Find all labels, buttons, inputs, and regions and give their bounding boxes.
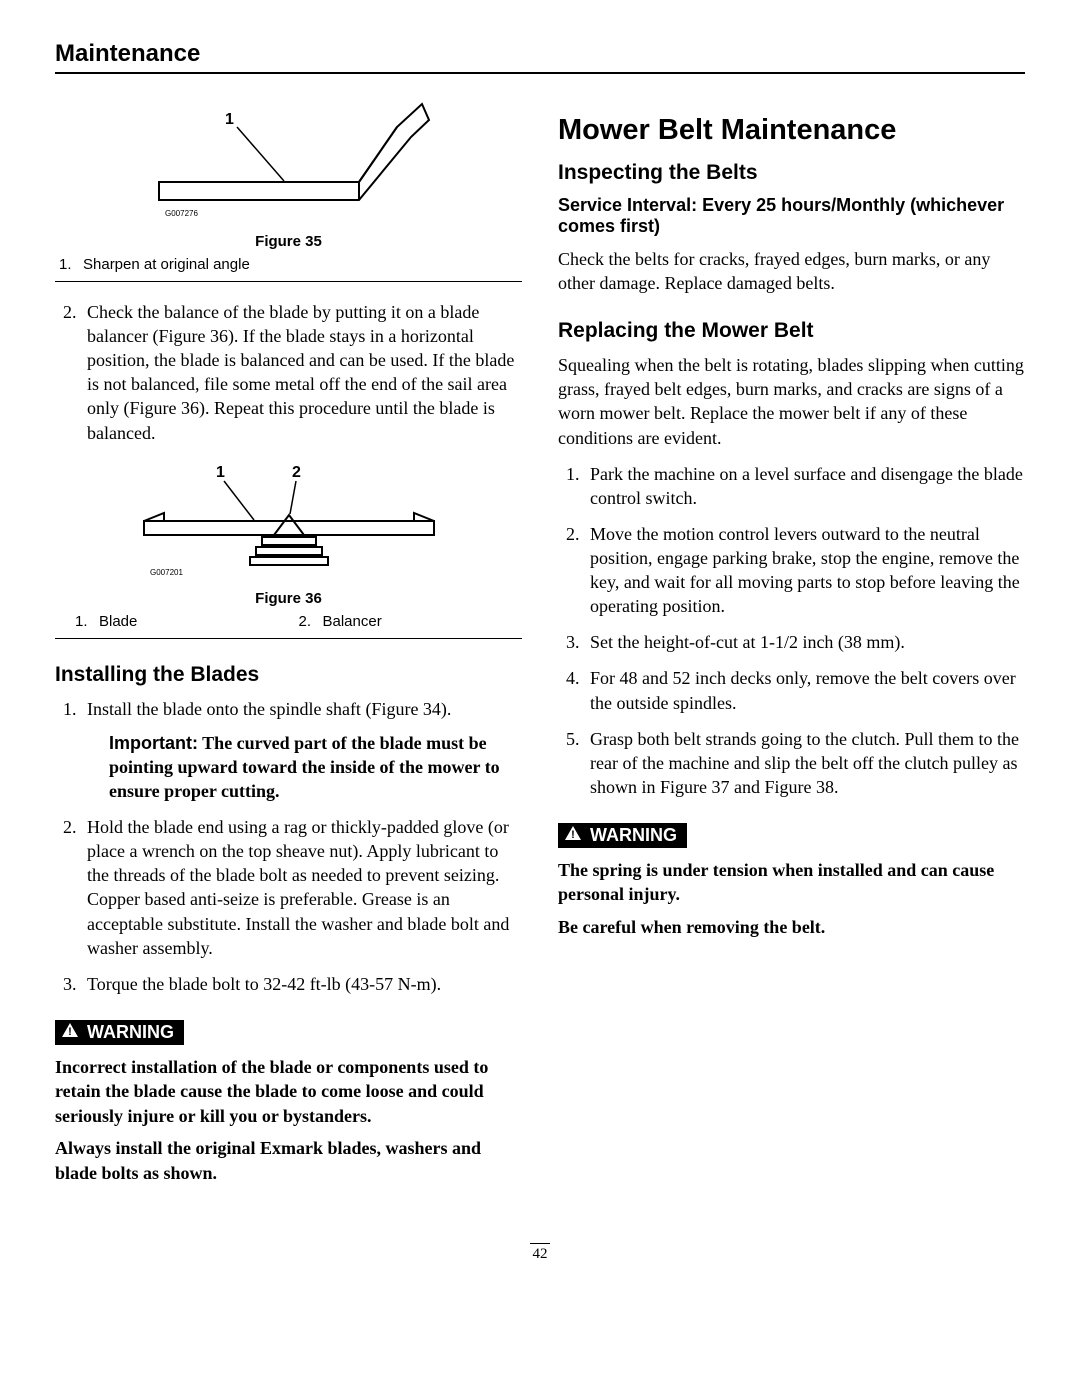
- step-item: Install the blade onto the spindle shaft…: [81, 697, 522, 803]
- replace-belt-steps: Park the machine on a level surface and …: [558, 462, 1025, 799]
- warning-text-2: Always install the original Exmark blade…: [55, 1136, 522, 1185]
- warning-label: WARNING: [590, 825, 677, 846]
- replace-intro: Squealing when the belt is rotating, bla…: [558, 353, 1025, 449]
- left-column: 1 G007276 Figure 35 1. Sharpen at origin…: [55, 92, 522, 1193]
- figure-35-caption: Figure 35: [55, 233, 522, 250]
- step-item: Grasp both belt strands going to the clu…: [584, 727, 1025, 799]
- step-item: Check the balance of the blade by puttin…: [81, 300, 522, 445]
- step-item: For 48 and 52 inch decks only, remove th…: [584, 666, 1025, 714]
- figure-36-caption: Figure 36: [55, 590, 522, 607]
- warning-text-1: The spring is under tension when install…: [558, 858, 1025, 907]
- mower-belt-maintenance-heading: Mower Belt Maintenance: [558, 114, 1025, 147]
- step-item: Park the machine on a level surface and …: [584, 462, 1025, 510]
- legend-label: Sharpen at original angle: [83, 256, 250, 273]
- figure-36-legend: 1. Blade 2. Balancer: [75, 613, 522, 630]
- warning-triangle-icon: !: [61, 1022, 79, 1043]
- installing-blades-steps: Install the blade onto the spindle shaft…: [55, 697, 522, 996]
- figure-36-svg: 1 2 G007201: [124, 459, 454, 579]
- divider: [55, 281, 522, 282]
- svg-text:!: !: [571, 829, 575, 841]
- legend-label: Blade: [99, 613, 137, 630]
- figure-35: 1 G007276 Figure 35: [55, 92, 522, 250]
- legend-number: 2.: [299, 613, 313, 630]
- warning-triangle-icon: !: [564, 825, 582, 846]
- figure-35-id: G007276: [165, 209, 198, 218]
- replacing-mower-belt-heading: Replacing the Mower Belt: [558, 319, 1025, 343]
- step-item: Move the motion control levers outward t…: [584, 522, 1025, 618]
- blade-balance-steps: Check the balance of the blade by puttin…: [55, 300, 522, 445]
- figure-35-legend: 1. Sharpen at original angle: [59, 256, 522, 273]
- inspect-body: Check the belts for cracks, frayed edges…: [558, 247, 1025, 295]
- step-item: Set the height-of-cut at 1-1/2 inch (38 …: [584, 630, 1025, 654]
- figure-35-callout-1: 1: [225, 111, 234, 128]
- legend-number: 1.: [75, 613, 89, 630]
- svg-text:!: !: [68, 1026, 72, 1038]
- important-label: Important:: [109, 733, 198, 753]
- page-header: Maintenance: [55, 40, 1025, 74]
- inspecting-belts-heading: Inspecting the Belts: [558, 161, 1025, 185]
- legend-label: Balancer: [323, 613, 382, 630]
- service-interval: Service Interval: Every 25 hours/Monthly…: [558, 195, 1025, 237]
- warning-text-1: Incorrect installation of the blade or c…: [55, 1055, 522, 1128]
- figure-36: 1 2 G007201 Figure 36: [55, 459, 522, 607]
- right-column: Mower Belt Maintenance Inspecting the Be…: [558, 92, 1025, 1193]
- divider: [55, 638, 522, 639]
- important-block: Important: The curved part of the blade …: [109, 731, 522, 803]
- figure-36-id: G007201: [150, 568, 183, 577]
- step-text: Install the blade onto the spindle shaft…: [87, 699, 451, 719]
- installing-blades-heading: Installing the Blades: [55, 663, 522, 687]
- page-number: 42: [530, 1243, 550, 1263]
- figure-35-svg: 1 G007276: [129, 92, 449, 222]
- two-column-layout: 1 G007276 Figure 35 1. Sharpen at origin…: [55, 92, 1025, 1193]
- step-item: Hold the blade end using a rag or thickl…: [81, 815, 522, 960]
- warning-badge: ! WARNING: [55, 1020, 184, 1045]
- warning-badge: ! WARNING: [558, 823, 687, 848]
- warning-label: WARNING: [87, 1022, 174, 1043]
- figure-36-callout-2: 2: [292, 464, 301, 481]
- figure-36-callout-1: 1: [216, 464, 225, 481]
- legend-number: 1.: [59, 256, 73, 273]
- step-item: Torque the blade bolt to 32-42 ft-lb (43…: [81, 972, 522, 996]
- warning-text-2: Be careful when removing the belt.: [558, 915, 1025, 939]
